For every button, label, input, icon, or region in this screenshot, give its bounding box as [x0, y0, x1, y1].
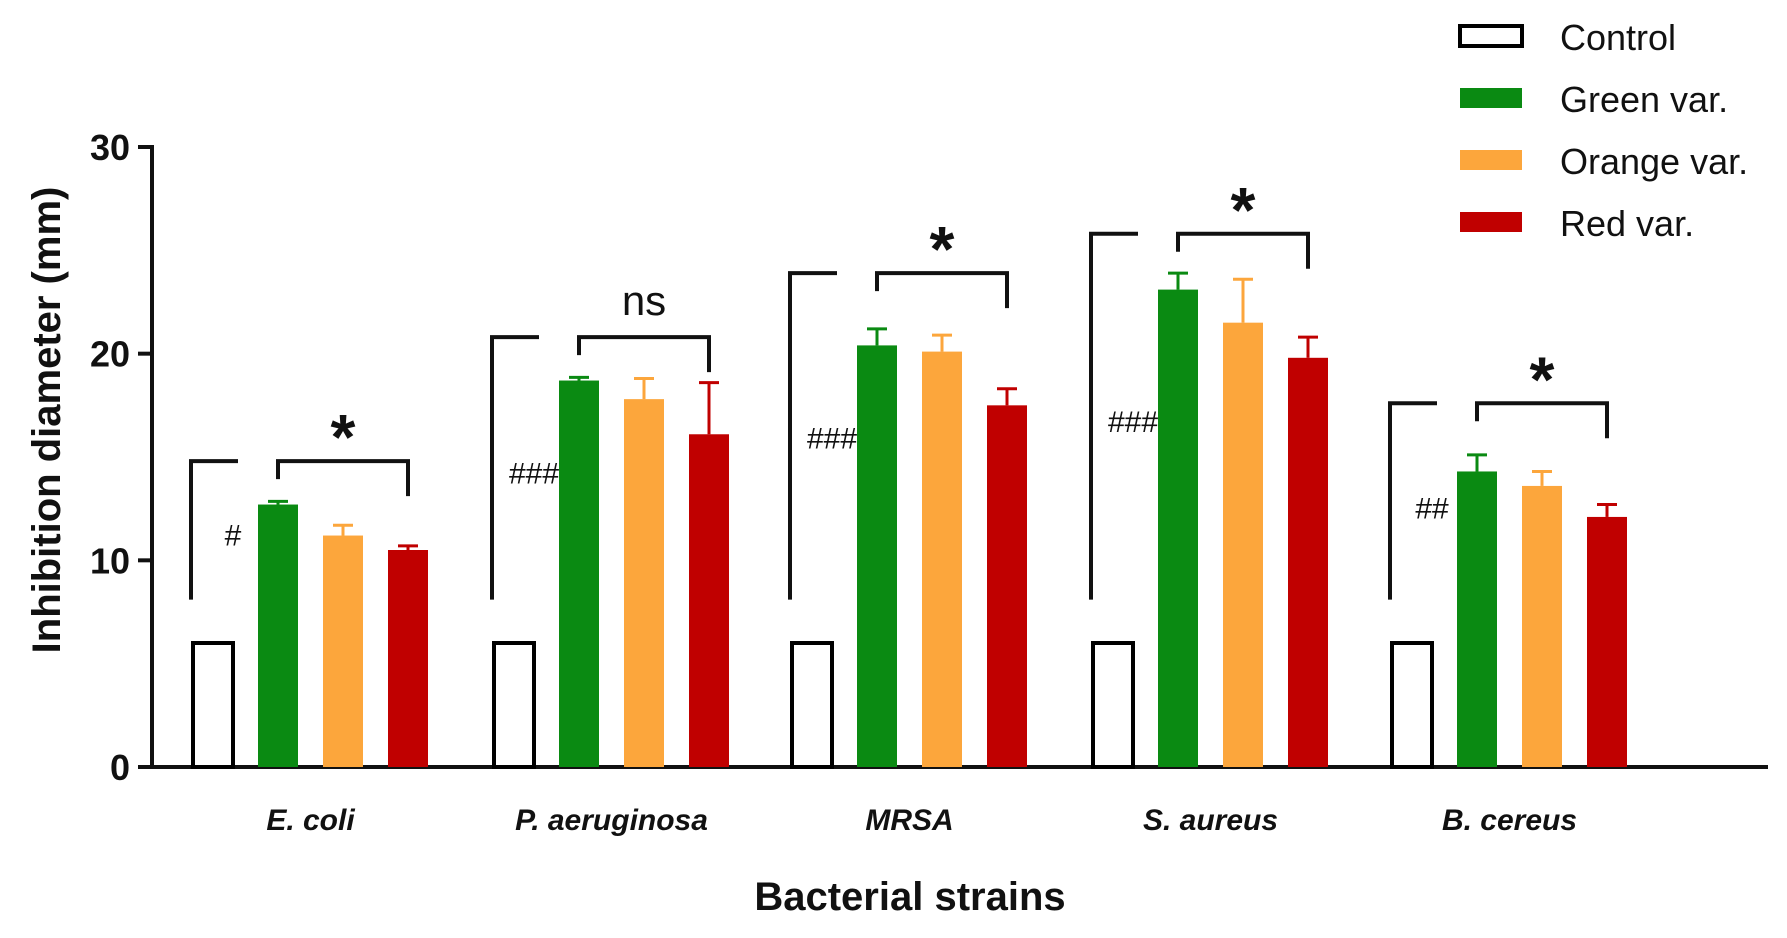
bar: [559, 380, 599, 767]
bar: [987, 405, 1027, 767]
bar: [1587, 516, 1627, 767]
legend: Control Green var. Orange var. Red var.: [1458, 17, 1748, 244]
comparison-significance-label: ns: [622, 277, 666, 324]
x-tick-label: S. aureus: [1143, 804, 1278, 837]
bar: [258, 504, 298, 767]
x-tick-label: MRSA: [865, 804, 953, 837]
hash-significance-label: ###: [509, 458, 559, 491]
bar: [922, 351, 962, 767]
x-tick-label: P. aeruginosa: [515, 804, 708, 837]
comparison-significance-label: *: [930, 213, 955, 285]
bar: [624, 399, 664, 767]
bar: [1390, 641, 1434, 769]
comparison-bracket: [577, 335, 711, 373]
legend-swatch: [1458, 24, 1524, 48]
bar: [1223, 322, 1263, 767]
y-tick-label: 10: [90, 540, 130, 581]
comparison-bracket: [276, 459, 410, 497]
hash-significance-label: #: [225, 520, 242, 553]
hash-significance-label: ###: [1108, 406, 1158, 439]
legend-label: Green var.: [1560, 79, 1728, 120]
y-tick-label: 30: [90, 127, 130, 168]
legend-swatch: [1460, 212, 1522, 232]
bar: [1288, 357, 1328, 767]
bar: [790, 641, 834, 769]
legend-swatch: [1460, 150, 1522, 170]
bar: [857, 345, 897, 767]
control-bracket: [1089, 231, 1138, 600]
bar: [1522, 485, 1562, 767]
x-tick-label: B. cereus: [1442, 804, 1577, 837]
hash-significance-label: ###: [807, 422, 857, 455]
bars: [191, 271, 1627, 769]
comparison-bracket: [1176, 231, 1310, 269]
comparison-significance-label: *: [331, 401, 356, 473]
comparison-significance-label: *: [1530, 343, 1555, 415]
y-tick-label: 20: [90, 334, 130, 375]
significance-annotations: # * ### ns ### * ### * ## *: [189, 174, 1609, 600]
axes: 0 10 20 30 E. coli P. aeruginosa MRSA S. aureus…: [90, 127, 1768, 837]
bar: [1091, 641, 1135, 769]
legend-label: Red var.: [1560, 203, 1694, 244]
bar: [323, 535, 363, 767]
x-tick-label: E. coli: [266, 804, 355, 837]
bar: [1457, 471, 1497, 767]
bar: [1158, 289, 1198, 767]
control-bracket: [490, 335, 539, 600]
bar: [689, 434, 729, 767]
legend-label: Orange var.: [1560, 141, 1748, 182]
hash-significance-label: ##: [1415, 493, 1449, 526]
y-axis-title: Inhibition diameter (mm): [25, 187, 69, 654]
x-axis-title: Bacterial strains: [754, 875, 1065, 919]
legend-label: Control: [1560, 17, 1676, 58]
control-bracket: [189, 459, 238, 600]
legend-swatch: [1460, 88, 1522, 108]
comparison-bracket: [875, 271, 1009, 309]
control-bracket: [788, 271, 837, 600]
comparison-significance-label: *: [1231, 174, 1256, 246]
control-bracket: [1388, 401, 1437, 600]
comparison-bracket: [1475, 401, 1609, 439]
bar: [492, 641, 536, 769]
bar: [388, 550, 428, 767]
y-tick-label: 0: [110, 747, 130, 788]
bar: [191, 641, 235, 769]
